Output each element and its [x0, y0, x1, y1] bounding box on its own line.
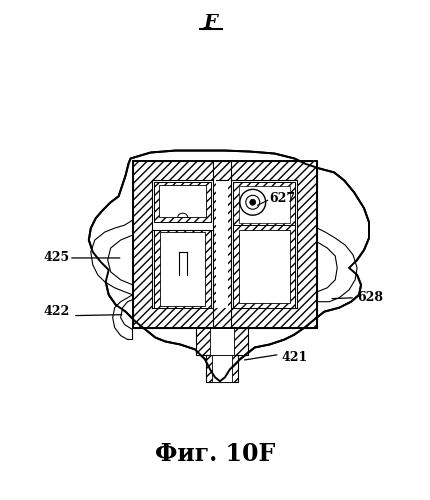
Polygon shape: [89, 150, 368, 382]
Polygon shape: [196, 328, 247, 355]
Text: Фиг. 10F: Фиг. 10F: [154, 442, 274, 466]
Polygon shape: [232, 225, 295, 308]
Polygon shape: [159, 186, 206, 217]
Circle shape: [249, 200, 255, 205]
Text: 422: 422: [43, 305, 69, 318]
Polygon shape: [154, 230, 211, 308]
Polygon shape: [212, 356, 231, 382]
Text: F: F: [203, 14, 216, 32]
Polygon shape: [91, 220, 132, 294]
Polygon shape: [232, 182, 295, 225]
Circle shape: [245, 196, 259, 209]
Text: 425: 425: [43, 252, 69, 264]
Polygon shape: [238, 230, 289, 302]
Text: 627: 627: [269, 192, 295, 205]
Polygon shape: [316, 228, 356, 302]
Polygon shape: [132, 160, 316, 328]
Text: 628: 628: [356, 291, 382, 304]
Polygon shape: [215, 180, 227, 308]
Polygon shape: [238, 186, 289, 223]
Text: 421: 421: [281, 351, 307, 364]
Polygon shape: [160, 232, 205, 306]
Polygon shape: [209, 328, 233, 355]
Polygon shape: [206, 356, 237, 382]
Polygon shape: [112, 294, 132, 340]
Polygon shape: [152, 180, 212, 308]
Polygon shape: [154, 182, 211, 222]
Polygon shape: [212, 160, 230, 328]
Polygon shape: [230, 180, 297, 308]
